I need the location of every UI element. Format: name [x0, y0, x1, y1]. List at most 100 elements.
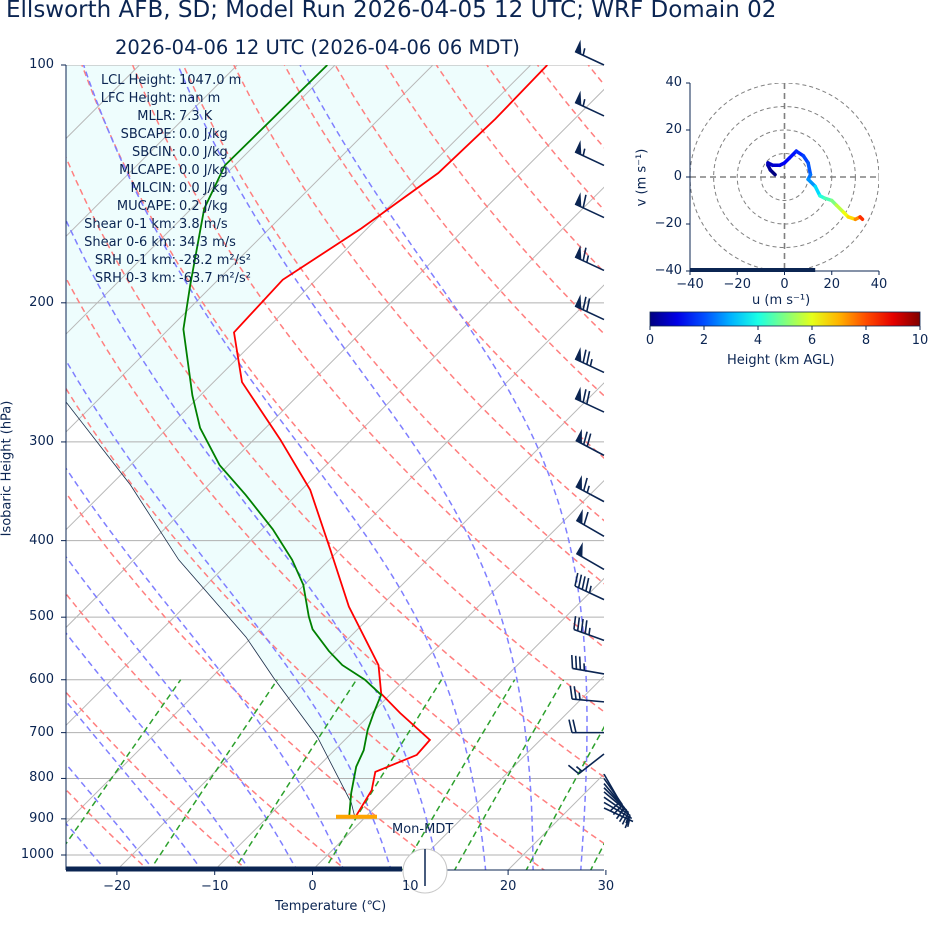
- barb-full: [570, 655, 574, 669]
- stat-row: MUCAPE: 0.2 J/kg: [40, 199, 228, 217]
- wind-barb: [574, 347, 605, 374]
- barb-full: [573, 616, 577, 630]
- stat-label: LCL Height:: [100, 73, 176, 88]
- barb-staff: [578, 753, 605, 775]
- wind-barb: [575, 428, 605, 457]
- timezone-annotation: Mon-MDT: [392, 822, 454, 837]
- dry-adiabat: [66, 155, 604, 778]
- wind-barb: [574, 39, 605, 66]
- barb-staff: [574, 203, 605, 219]
- stat-value: 0.0 J/kg: [179, 127, 228, 142]
- barb-full: [582, 247, 587, 261]
- wind-barb: [567, 753, 605, 775]
- y-tick-label: 400: [29, 532, 54, 548]
- cin-shading: [66, 65, 548, 818]
- barb-full: [584, 620, 588, 634]
- x-tick-label: 20: [499, 879, 517, 894]
- barb-staff: [572, 698, 605, 703]
- barb-full: [567, 764, 580, 775]
- y-tick-label: 700: [29, 724, 54, 740]
- barb-full: [586, 433, 592, 447]
- isotherm-line: [66, 186, 604, 727]
- hodograph-plot-area: [690, 83, 879, 271]
- y-axis-label: Isobaric Height (hPa): [0, 400, 15, 537]
- barb-full: [580, 618, 584, 633]
- wind-barb: [573, 616, 605, 642]
- hodograph-x-tick-label: 20: [823, 277, 841, 292]
- y-tick-label: 500: [29, 609, 54, 625]
- barb-flag: [574, 347, 582, 362]
- moist-adiabat: [82, 65, 487, 870]
- x-tick-label: 30: [597, 879, 615, 894]
- barb-full: [573, 686, 577, 700]
- mixing-ratio-line: [233, 679, 358, 870]
- chart-subtitle: 2026-04-06 12 UTC (2026-04-06 06 MDT): [115, 36, 520, 59]
- hodograph-y-tick-label: 0: [673, 169, 682, 184]
- barb-full: [582, 296, 587, 310]
- stat-row: LFC Height: nan m: [40, 91, 221, 109]
- barb-flag: [574, 90, 582, 106]
- barb-full: [583, 511, 589, 526]
- isotherm-line: [213, 479, 604, 870]
- wind-barb: [570, 655, 605, 675]
- barb-full: [582, 477, 588, 492]
- wind-barb: [574, 90, 605, 117]
- dry-adiabat: [283, 65, 604, 459]
- wind-barb: [574, 140, 605, 167]
- dry-adiabat: [66, 691, 249, 870]
- isotherm-line: [66, 65, 532, 531]
- moist-adiabat: [66, 466, 345, 870]
- barb-staff: [603, 787, 628, 811]
- barb-full: [585, 298, 591, 312]
- barb-half: [588, 627, 591, 636]
- barb-full: [569, 685, 573, 700]
- hodograph-y-tick-label: −20: [654, 216, 682, 231]
- hodograph-segment: [806, 161, 813, 177]
- stat-row: MLCAPE: 0.0 J/kg: [40, 163, 228, 181]
- stat-row: SRH 0-3 km: -63.7 m²/s²: [40, 271, 251, 289]
- stat-label: Shear 0-1 km:: [84, 217, 176, 232]
- stat-label: MLCIN:: [130, 181, 176, 196]
- hodograph-x-label: u (m s⁻¹): [752, 293, 811, 308]
- barb-flag: [575, 428, 582, 444]
- colorbar-label: Height (km AGL): [727, 353, 835, 368]
- height-colorbar: [649, 311, 921, 327]
- barb-full: [585, 351, 591, 365]
- y-tick-label: 800: [29, 770, 54, 786]
- barb-flag: [576, 509, 583, 524]
- barb-half: [626, 819, 631, 827]
- barb-full: [582, 431, 588, 445]
- moist-adiabat: [66, 359, 392, 870]
- stat-label: SBCIN:: [132, 145, 176, 160]
- barb-staff: [574, 151, 605, 167]
- colorbar-tick-label: 10: [911, 333, 928, 348]
- barb-full: [574, 572, 579, 587]
- isotherm-line: [66, 88, 604, 629]
- dry-adiabat: [689, 65, 928, 872]
- barb-full: [568, 719, 573, 733]
- x-tick-label: −20: [103, 879, 131, 894]
- temperature-line: [233, 65, 548, 819]
- barb-half: [575, 766, 583, 772]
- y-tick-label: 900: [29, 810, 54, 826]
- hodograph-y-tick-label: 20: [665, 122, 682, 137]
- stat-value: 0.0 J/kg: [179, 181, 228, 196]
- dry-adiabat: [66, 592, 348, 870]
- stat-row: LCL Height: 1047.0 m: [40, 73, 241, 91]
- barb-half: [586, 255, 590, 263]
- stat-value: 0.0 J/kg: [179, 163, 228, 178]
- wind-barb: [574, 245, 605, 272]
- x-tick-label: −10: [200, 879, 229, 894]
- y-tick-label: 200: [29, 294, 54, 310]
- barb-flag: [574, 39, 582, 55]
- stat-row: SBCAPE: 0.0 J/kg: [40, 127, 228, 145]
- barb-half: [586, 485, 590, 493]
- hodograph-x-tick-label: 40: [870, 277, 888, 292]
- hodograph-y-label: v (m s⁻¹): [634, 148, 650, 207]
- colorbar-tick-label: 0: [645, 333, 655, 348]
- y-tick-label: 600: [29, 671, 54, 687]
- barb-half: [578, 692, 581, 700]
- dry-adiabat: [740, 65, 928, 872]
- stat-label: Shear 0-6 km:: [84, 235, 176, 250]
